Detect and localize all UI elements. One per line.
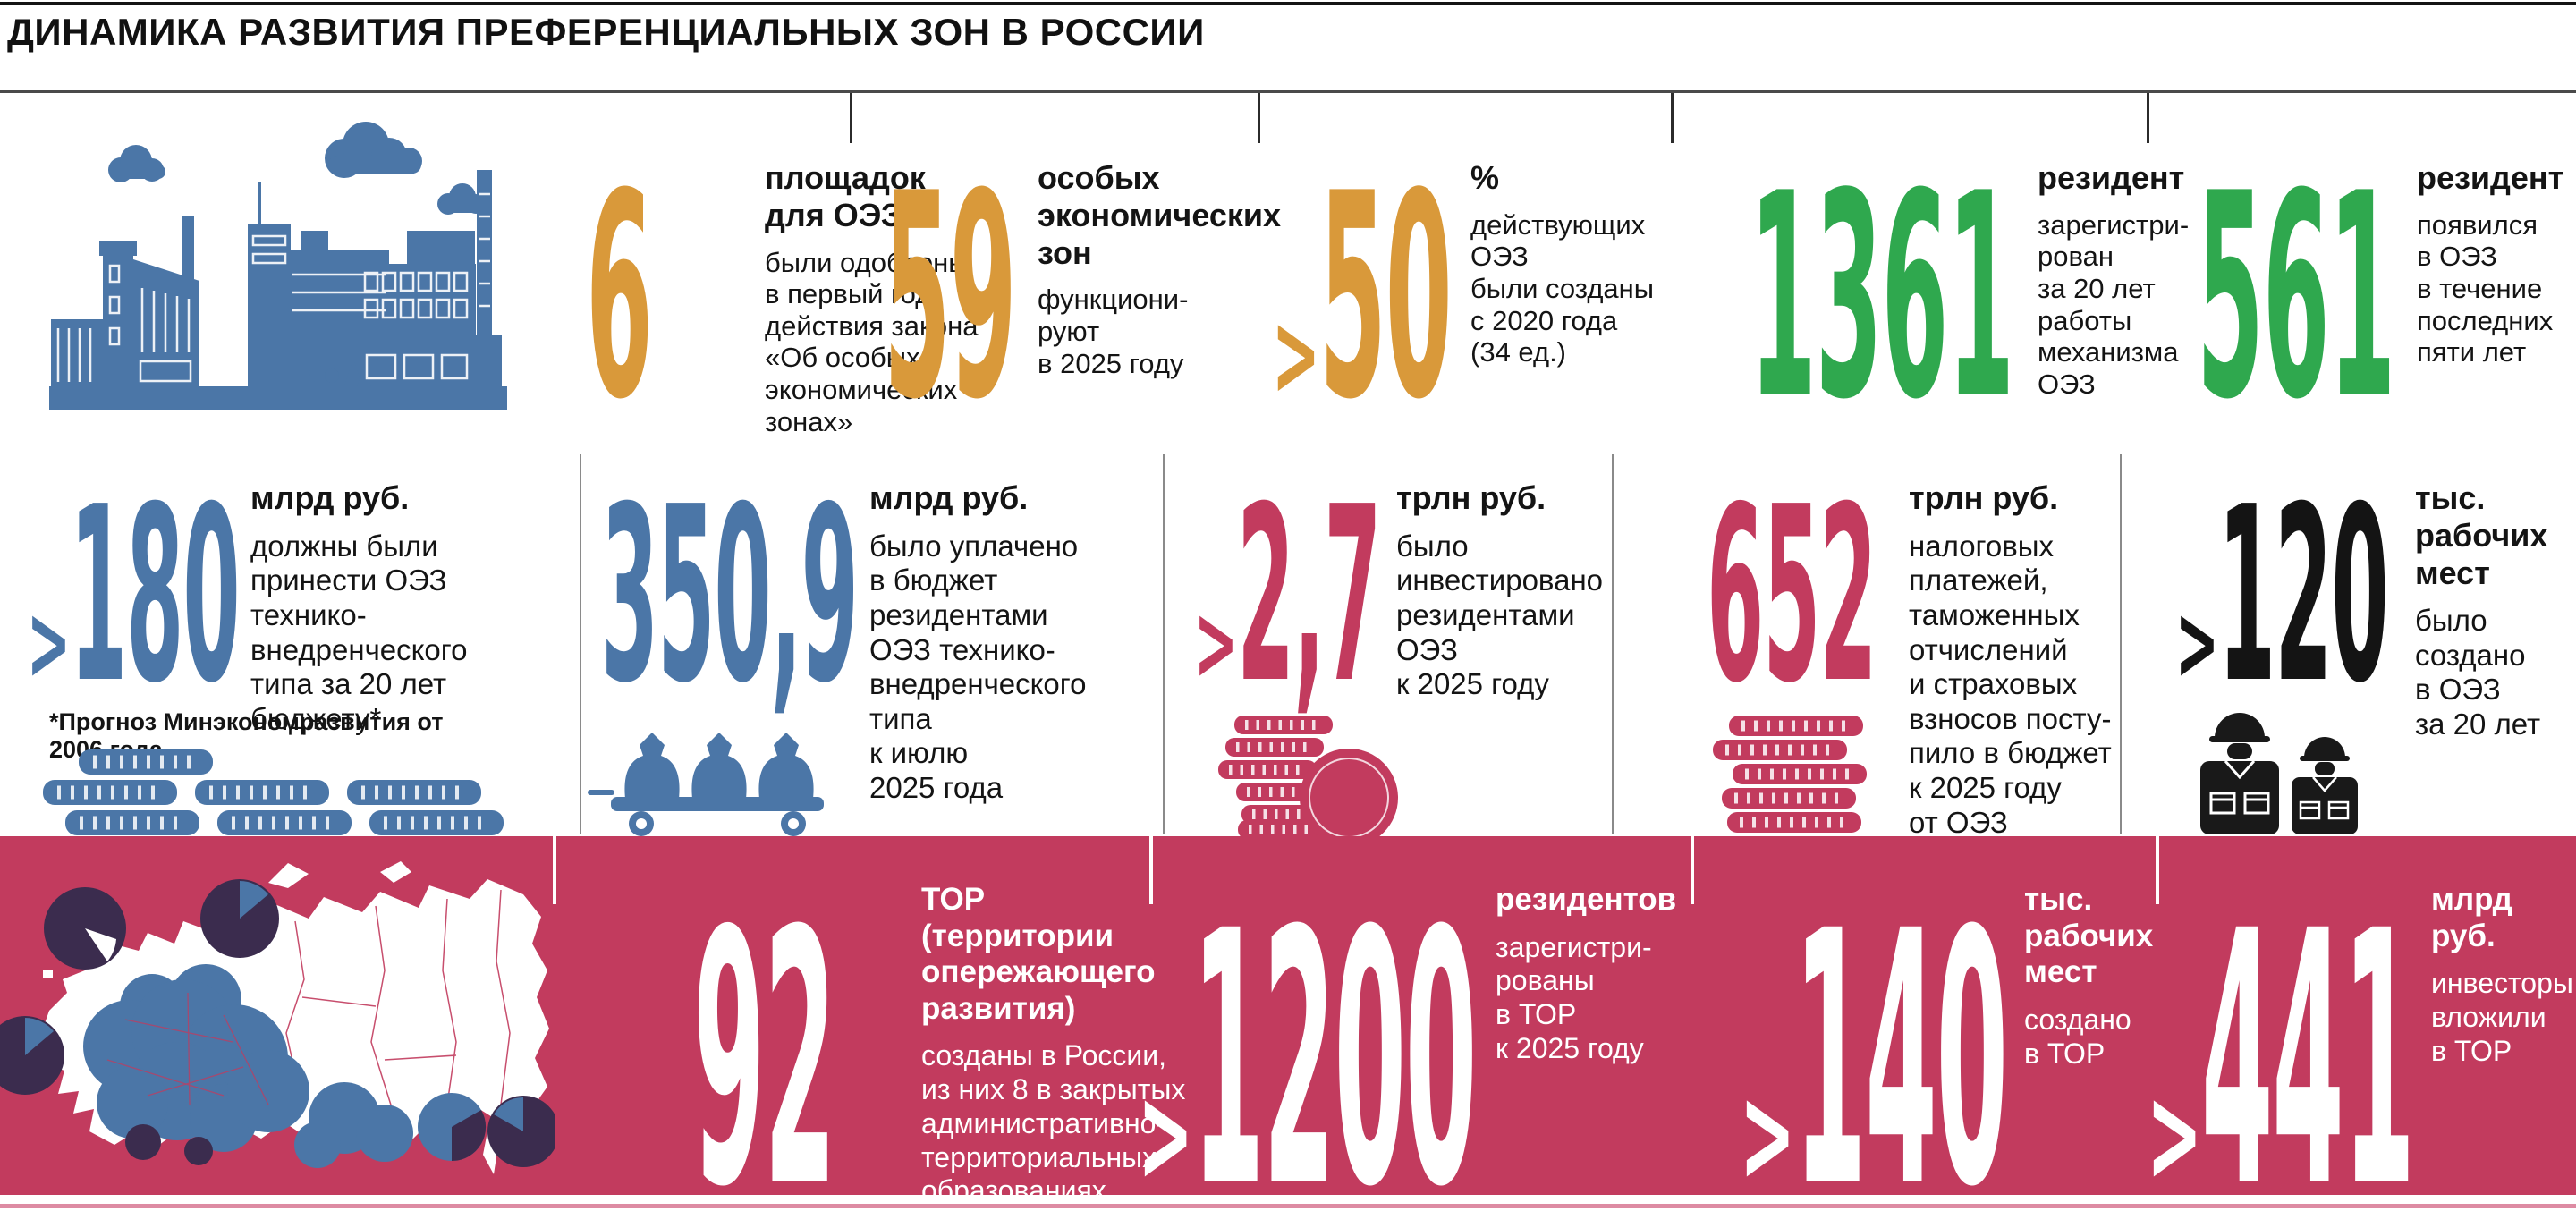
stat-unit-label: особых экономических зон — [1038, 159, 1282, 271]
stat-value: 6 — [586, 134, 759, 462]
stat-description: зарегистри- рованы в ТОР к 2025 году — [1496, 930, 1652, 1064]
column-divider-tick — [850, 93, 852, 143]
column-divider-tick — [1149, 836, 1153, 904]
stat-unit-label: резидентов — [1496, 882, 1677, 917]
greater-than-sign: > — [1272, 286, 1320, 422]
stat-value: >441 — [2147, 857, 2576, 1211]
stat-unit-label: % — [1470, 159, 1500, 196]
factory-cityscape-icon — [49, 118, 507, 422]
row-divider-line — [1163, 454, 1165, 834]
stat-value: 92 — [693, 857, 1123, 1211]
coin-stacks-icon — [25, 749, 513, 839]
stat-description: действующих ОЭЗ были созданы с 2020 года… — [1470, 208, 1655, 368]
column-divider-tick — [1690, 836, 1694, 904]
greater-than-sign: > — [2147, 1057, 2203, 1211]
top-rule — [0, 2, 2576, 5]
greater-than-sign: > — [1138, 1057, 1194, 1211]
stat-description: были одобрены в первый год действия зако… — [765, 246, 979, 437]
greater-than-sign: > — [2175, 580, 2219, 704]
russia-map-icon — [0, 836, 555, 1195]
stat-number: 350,9 — [601, 454, 859, 736]
stat-description: было уплачено в бюджет резидентами ОЭЗ т… — [869, 529, 1087, 805]
stat-unit-label: резидент — [2417, 159, 2564, 196]
stat-unit-label: трлн руб. — [1396, 479, 1546, 516]
stat-description: инвесторы вложили в ТОР — [2431, 967, 2573, 1067]
stat-value: >120 — [2175, 454, 2576, 736]
stat-unit-label: млрд руб. — [2431, 882, 2512, 953]
stat-description: зарегистри- рован за 20 лет работы механ… — [2038, 208, 2190, 400]
row-divider-line — [580, 454, 581, 834]
stat-value: 561 — [2197, 134, 2576, 462]
row-divider-line — [2120, 454, 2122, 834]
stat-unit-label: трлн руб. — [1909, 479, 2059, 516]
construction-workers-icon — [2190, 711, 2377, 838]
title-underline-rule — [0, 90, 2576, 93]
stat-number: 6 — [586, 134, 653, 462]
column-divider-tick — [2147, 93, 2149, 143]
column-divider-tick — [553, 836, 556, 904]
stat-description: было создано в ОЭЗ за 20 лет — [2415, 604, 2541, 741]
stat-value: >180 — [27, 454, 516, 736]
footnote: *Прогноз Минэкономразвития от 2006 года. — [49, 708, 444, 763]
stat-number: 561 — [2197, 134, 2395, 462]
stat-value: 652 — [1707, 454, 2153, 736]
stat-number: 1200 — [1191, 857, 1477, 1211]
stat-value: >140 — [1740, 857, 2438, 1211]
stat-unit-label: млрд руб. — [250, 479, 410, 516]
stat-description: функциони- руют в 2025 году — [1038, 284, 1189, 379]
stat-unit-label: млрд руб. — [869, 479, 1029, 516]
stat-number: 2,7 — [1236, 454, 1381, 736]
stat-unit-label: тыс. рабочих мест — [2415, 479, 2548, 591]
stat-description: появился в ОЭЗ в течение последних пяти … — [2417, 208, 2554, 368]
stat-value: >50 — [1272, 134, 1666, 462]
stat-number: 120 — [2217, 454, 2389, 736]
stat-value: 350,9 — [601, 454, 1276, 736]
stat-unit-label: площадок для ОЭЗ — [765, 159, 926, 233]
greater-than-sign: > — [27, 580, 71, 704]
stat-number: 441 — [2200, 857, 2415, 1211]
greater-than-sign: > — [1740, 1057, 1796, 1211]
stat-number: 50 — [1318, 134, 1453, 462]
row-divider-line — [1612, 454, 1614, 834]
stat-unit-label: тыс. рабочих мест — [2024, 882, 2154, 990]
column-divider-tick — [1671, 93, 1674, 143]
coin-stack-icon — [1713, 716, 1883, 839]
bottom-rule — [0, 1204, 2576, 1208]
stat-description: создано в ТОР — [2024, 1003, 2131, 1070]
stat-unit-label: резидент — [2038, 159, 2185, 196]
stat-number: 59 — [884, 134, 1017, 462]
stat-value: >2,7 — [1194, 454, 1614, 736]
stat-value: 1361 — [1750, 134, 2444, 462]
stat-description: должны были принести ОЭЗ технико- внедре… — [250, 529, 468, 735]
stat-unit-label: ТОР (территории опережающего развития) — [921, 882, 1156, 1026]
stat-number: 140 — [1793, 857, 2008, 1211]
stat-value: >1200 — [1138, 857, 2052, 1211]
stat-value: 59 — [884, 134, 1231, 462]
greater-than-sign: > — [1194, 580, 1238, 704]
page-title: ДИНАМИКА РАЗВИТИЯ ПРЕФЕРЕНЦИАЛЬНЫХ ЗОН В… — [7, 11, 1205, 53]
column-divider-tick — [2156, 836, 2159, 904]
stat-number: 180 — [69, 454, 241, 736]
stat-number: 92 — [693, 857, 836, 1211]
coins-with-large-coin-icon — [1218, 716, 1406, 839]
column-divider-tick — [1258, 93, 1260, 143]
stat-number: 1361 — [1750, 134, 2014, 462]
stat-description: созданы в России, из них 8 в закрытых ад… — [921, 1039, 1186, 1211]
stat-description: было инвестировано резидентами ОЭЗ к 202… — [1396, 529, 1604, 701]
stat-description: налоговых платежей, таможенных отчислени… — [1909, 529, 2112, 839]
stat-number: 652 — [1707, 454, 1877, 736]
money-bags-cart-icon — [586, 711, 845, 838]
